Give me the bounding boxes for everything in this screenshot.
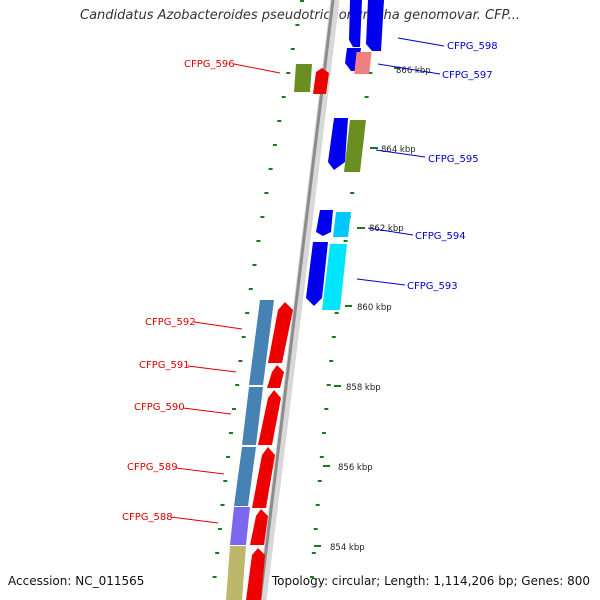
gene-label-cfpg-598[interactable]: CFPG_598 — [447, 41, 498, 52]
guide-dash — [260, 216, 265, 218]
genome-summary: Topology: circular; Length: 1,114,206 bp… — [271, 574, 590, 588]
guide-dash — [295, 24, 300, 26]
guide-dash — [322, 432, 326, 434]
guide-dash — [315, 504, 320, 506]
guide-dash — [281, 96, 286, 98]
guide-dash — [364, 96, 369, 98]
guide-dash — [286, 72, 291, 74]
guide-dash — [212, 576, 217, 578]
gene-block-596b[interactable] — [313, 68, 329, 94]
reverse-gene-labels: CFPG_596 CFPG_592 CFPG_591 CFPG_590 CFPG… — [122, 59, 281, 524]
guide-dash — [215, 552, 220, 554]
guide-dash — [311, 552, 316, 554]
scale: 866 kbp 864 kbp 862 kbp 860 kbp 858 kbp … — [314, 66, 431, 553]
guide-dash — [290, 48, 295, 50]
gene-block-598b[interactable] — [366, 0, 384, 51]
guide-dash — [264, 192, 269, 194]
guide-dash — [217, 528, 222, 530]
guide-dash — [241, 336, 246, 338]
gene-block-594a[interactable] — [316, 210, 333, 236]
guide-dash — [317, 480, 322, 482]
accession-label: Accession: NC_011565 — [8, 574, 145, 588]
guide-dash — [232, 408, 236, 410]
gene-label-cfpg-590[interactable]: CFPG_590 — [134, 402, 185, 413]
gene-block-589-red[interactable] — [252, 447, 275, 508]
gene-block-587-red[interactable] — [246, 548, 265, 600]
gene-block-khaki[interactable] — [226, 546, 246, 600]
gene-label-cfpg-589[interactable]: CFPG_589 — [127, 462, 178, 473]
gene-block-593b[interactable] — [322, 244, 347, 310]
guide-dash — [268, 168, 273, 170]
gene-label-cfpg-596[interactable]: CFPG_596 — [184, 59, 235, 70]
guide-dash — [229, 432, 233, 434]
gene-block-597[interactable] — [354, 52, 372, 74]
tick-label-856: 856 kbp — [338, 463, 373, 473]
gene-block-588-red[interactable] — [250, 509, 268, 545]
gene-block-594b[interactable] — [333, 212, 351, 237]
gene-block-593a[interactable] — [306, 242, 328, 306]
forward-genes — [306, 0, 384, 310]
guide-dash — [334, 312, 339, 314]
backbone — [257, 0, 340, 600]
guide-dash — [313, 528, 318, 530]
gene-block-598a[interactable] — [349, 0, 362, 47]
tick-label-858: 858 kbp — [346, 383, 381, 393]
gene-label-cfpg-592[interactable]: CFPG_592 — [145, 317, 196, 328]
guide-dash — [300, 0, 304, 2]
reverse-genes — [226, 64, 329, 600]
gene-label-cfpg-591[interactable]: CFPG_591 — [139, 360, 190, 371]
map-title: Candidatus Azobacteroides pseudotrichony… — [80, 8, 520, 23]
guide-dash — [248, 288, 253, 290]
gene-block-595b[interactable] — [344, 120, 366, 172]
gene-block-592-red[interactable] — [268, 302, 293, 363]
gene-block-592-blue[interactable] — [249, 300, 274, 385]
guide-dash — [319, 456, 324, 458]
guide-dash — [238, 360, 243, 362]
guide-dash — [309, 576, 314, 578]
guide-dash — [343, 240, 348, 242]
gene-label-cfpg-588[interactable]: CFPG_588 — [122, 512, 173, 523]
gene-block-590-red[interactable] — [258, 390, 281, 445]
guide-dash — [368, 72, 373, 74]
guide-dash — [252, 264, 257, 266]
tick-label-864: 864 kbp — [381, 145, 416, 155]
gene-block-588-purple[interactable] — [230, 507, 250, 545]
gene-label-cfpg-597[interactable]: CFPG_597 — [442, 70, 493, 81]
guide-dash — [220, 504, 225, 506]
guide-dash — [245, 312, 250, 314]
gene-block-591-red[interactable] — [267, 365, 284, 388]
tick-label-854: 854 kbp — [330, 543, 365, 553]
guide-dash — [256, 240, 261, 242]
gene-label-cfpg-593[interactable]: CFPG_593 — [407, 281, 458, 292]
tick-label-860: 860 kbp — [357, 303, 392, 313]
guide-dash — [350, 192, 355, 194]
gene-block-591-blue[interactable] — [242, 387, 263, 445]
guide-dash — [326, 384, 331, 386]
tick-label-862: 862 kbp — [369, 224, 404, 234]
guide-dash — [235, 384, 240, 386]
gene-block-596a[interactable] — [294, 64, 312, 92]
guide-dash — [223, 480, 228, 482]
guide-dash — [331, 336, 336, 338]
gene-label-cfpg-595[interactable]: CFPG_595 — [428, 154, 479, 165]
gene-block-595a[interactable] — [328, 118, 348, 170]
tick-label-866: 866 kbp — [396, 66, 431, 76]
gene-label-cfpg-594[interactable]: CFPG_594 — [415, 231, 466, 242]
guide-dash — [324, 408, 329, 410]
guide-dash — [226, 456, 231, 458]
guide-dash — [272, 144, 277, 146]
forward-gene-labels: CFPG_598 CFPG_597 CFPG_595 CFPG_594 CFPG… — [356, 37, 498, 292]
guide-dash — [277, 120, 282, 122]
gene-block-589-blue[interactable] — [234, 447, 256, 506]
guide-dash — [329, 360, 334, 362]
